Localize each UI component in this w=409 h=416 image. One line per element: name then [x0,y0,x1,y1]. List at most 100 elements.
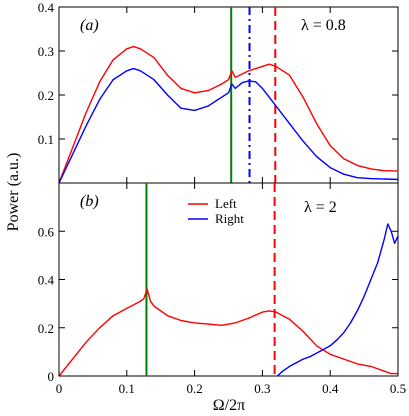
legend-label-left: Left [215,196,237,211]
panel-a-left-point [316,123,318,125]
panel-b-left-point [126,307,128,310]
panel-a-right-point [126,70,128,72]
panel-b-xtick-label: 0.5 [390,381,406,396]
panel-b-right-point [295,362,297,364]
panel-b-left-point [390,372,392,375]
panel-b-right-point [394,242,396,244]
panel-b-xtick-label: 0.4 [322,381,339,396]
panel-b-right-point [276,375,278,377]
panel-a-right-point [234,87,236,89]
panel-b-left-point [112,315,114,317]
panel-a-left-point [221,83,223,85]
panel-a-right-point [370,178,372,180]
panel-a-left-point [194,92,196,94]
panel-a-right-point [383,178,386,180]
legend: Left Right [188,196,244,226]
panel-a-right-point [316,156,318,158]
panel-a-frame [58,6,399,184]
panel-b-right-point [383,237,386,240]
panel-b-ytick-label: 0.6 [38,224,55,239]
panel-b-left-point [99,327,101,329]
panel-b-xtick-label: 0.1 [119,381,135,396]
panel-b-right-point [390,230,392,232]
panel-b-left-point [383,370,386,372]
legend-label-right: Right [215,211,244,226]
panel-a-left-point [139,48,141,50]
panel-a-right-point [207,105,209,107]
panel-b-series-left [58,288,398,377]
panel-a-right-point [231,83,233,85]
panel-b-right-point [343,331,345,334]
panel-b-right-point [370,278,372,281]
panel-b-right-point [377,262,379,264]
panel-a-left-point [234,76,236,78]
panel-a-right-point [241,82,243,84]
panel-b-left-point [139,300,141,302]
panel-b-left-point [343,358,345,360]
panel-b-ytick-label: 0.4 [38,273,55,288]
panel-b-left-point [370,365,372,367]
panel-b-xtick-label: 0 [56,381,63,396]
panel-a-left-point [99,81,101,83]
x-axis-label: Ω/2π [213,397,245,414]
panel-b-left-point [302,330,304,332]
panel-a-right-point [343,173,345,175]
panel-b-right-point [349,322,352,324]
panel-b-series-right [276,223,399,377]
panel-b-left-point [316,345,318,347]
panel-b-xtick-label: 0.3 [254,381,270,396]
panel-a-left-point [248,70,250,72]
panel-a: 0.1 0.2 0.3 0.4 (a) λ = 0.8 [38,0,399,184]
panel-a-ytick-label: 0.3 [38,44,54,59]
panel-a-right-point [255,81,257,83]
panel-a-right-point [112,79,114,81]
panel-b-left-point [207,323,209,325]
panel-a-series-right [58,67,399,184]
panel-b-label: (b) [80,193,99,210]
panel-b-right-point [309,356,311,358]
panel-b-left-point [248,317,250,319]
panel-a-right-point [275,105,277,107]
panel-a-left-point [126,48,128,50]
panel-b-left-point [234,322,236,324]
panel-b-left-point [194,322,196,324]
panel-a-ytick-label: 0.4 [38,0,55,15]
panel-b-left-point [329,353,331,355]
panel-a-left-point [153,57,155,59]
panel-a-right-point [329,167,331,169]
panel-b-right-point [397,235,399,237]
panel-a-right-point [268,96,270,98]
panel-a-left-point [166,74,169,76]
panel-a-right-point [180,107,182,109]
panel-b-left-point [288,318,291,320]
panel-a-right-point [153,79,155,81]
panel-b-left-point [153,305,155,307]
panel-a-left-point [329,145,331,147]
panel-a-lambda-annotation: λ = 0.8 [301,17,346,34]
panel-a-left-point [383,170,386,172]
panel-b-left-point [268,310,270,312]
panel-b-right-point [282,370,284,372]
panel-b-left-point [221,324,223,326]
panel-b-lambda-annotation: λ = 2 [304,199,337,216]
panel-b-xtick-label: 0.2 [186,381,202,396]
panel-a-right-point [132,68,135,70]
panel-a-left-point [132,46,135,48]
panel-b-ticks: 0 0.2 0.4 0.6 0 0.1 0.2 0.3 0.4 0.5 [38,183,406,396]
panel-a-left-point [231,70,233,72]
panel-b-right-point [387,223,389,225]
panel-a-left-point [343,158,345,160]
panel-a-right-point [85,125,87,127]
panel-b-right-point [322,348,325,351]
panel-a-right-point [356,177,358,179]
panel-a-ticks: 0.1 0.2 0.3 0.4 [38,0,399,183]
panel-a-left-point [397,170,399,172]
panel-a-left-point [302,96,304,98]
panel-a-right-point [227,92,230,94]
panel-a-right-point [302,140,304,142]
panel-a-right-point [71,153,74,155]
panel-b-right-point [329,345,331,347]
panel-b-left-point [143,298,145,300]
panel-b-right-point [336,339,338,341]
